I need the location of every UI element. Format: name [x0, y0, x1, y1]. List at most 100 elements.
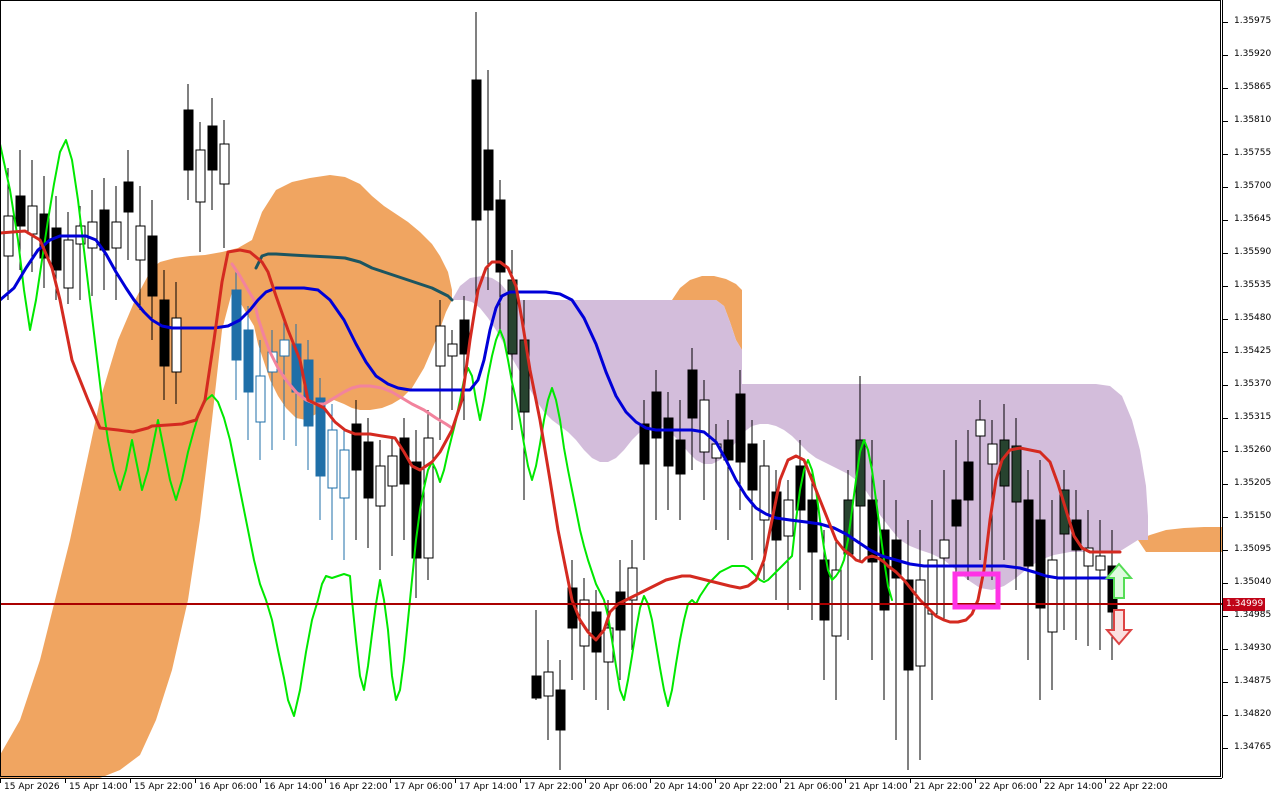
price-axis[interactable]: 1.35975 1.35920 1.35865 1.35810 1.35755 1.357…	[1222, 0, 1280, 778]
time-tick-label: 22 Apr 14:00	[1044, 782, 1103, 792]
price-tick-label: 1.34765	[1234, 742, 1272, 752]
price-tick-label: 1.34820	[1234, 709, 1272, 719]
price-tick-label: 1.35480	[1234, 313, 1272, 323]
time-tick-label: 17 Apr 22:00	[524, 782, 583, 792]
time-tick-label: 17 Apr 06:00	[394, 782, 453, 792]
tenkan-sen-line	[0, 229, 1122, 642]
price-tick-mark	[1222, 88, 1228, 89]
time-tick-mark	[845, 778, 846, 783]
price-tick-mark	[1222, 418, 1228, 419]
buy-arrow[interactable]	[1104, 562, 1134, 599]
time-tick-mark	[0, 778, 1, 783]
time-tick-mark	[520, 778, 521, 783]
price-axis-spine	[1222, 0, 1223, 778]
price-tick-mark	[1222, 121, 1228, 122]
price-tick-label: 1.35535	[1234, 280, 1272, 290]
kijun-sen-line	[0, 234, 1124, 580]
time-tick-mark	[780, 778, 781, 783]
time-tick-mark	[650, 778, 651, 783]
price-tick-mark	[1222, 616, 1228, 617]
price-tick-mark	[1222, 451, 1228, 452]
kumo-cloud-group	[0, 175, 1222, 778]
price-tick-mark	[1222, 583, 1228, 584]
bullish-kumo-right	[1138, 527, 1222, 552]
time-tick-label: 17 Apr 14:00	[459, 782, 518, 792]
time-tick-mark	[195, 778, 196, 783]
time-axis-line	[0, 778, 1222, 779]
price-tick-mark	[1222, 748, 1228, 749]
price-tick-mark	[1222, 682, 1228, 683]
price-tick-mark	[1222, 517, 1228, 518]
time-tick-mark	[130, 778, 131, 783]
current-price-tag: 1.34999	[1223, 598, 1266, 611]
price-tick-label: 1.35150	[1234, 511, 1272, 521]
time-tick-label: 15 Apr 14:00	[69, 782, 128, 792]
chart-plot-area[interactable]	[0, 0, 1222, 778]
time-tick-label: 21 Apr 22:00	[914, 782, 973, 792]
price-tick-mark	[1222, 715, 1228, 716]
price-tick-label: 1.34875	[1234, 676, 1272, 686]
price-tick-label: 1.35975	[1234, 16, 1272, 26]
price-tick-label: 1.35755	[1234, 148, 1272, 158]
time-tick-label: 21 Apr 06:00	[784, 782, 843, 792]
price-tick-mark	[1222, 220, 1228, 221]
time-tick-label: 16 Apr 22:00	[329, 782, 388, 792]
chart-canvas[interactable]	[0, 0, 1222, 778]
magenta-rectangle[interactable]	[952, 571, 1001, 610]
time-tick-mark	[585, 778, 586, 783]
time-tick-mark	[1040, 778, 1041, 783]
bullish-kumo-left	[0, 175, 452, 778]
price-tick-label: 1.34985	[1234, 610, 1272, 620]
time-tick-label: 20 Apr 14:00	[654, 782, 713, 792]
price-tick-mark	[1222, 55, 1228, 56]
price-tick-label: 1.35260	[1234, 445, 1272, 455]
time-tick-label: 16 Apr 14:00	[264, 782, 323, 792]
price-tick-label: 1.35425	[1234, 346, 1272, 356]
price-tick-label: 1.35810	[1234, 115, 1272, 125]
ichimoku-lines	[0, 139, 1124, 717]
senkou-span-a-line	[254, 252, 454, 302]
time-tick-mark	[260, 778, 261, 783]
price-tick-label: 1.35315	[1234, 412, 1272, 422]
price-tick-label: 1.35920	[1234, 49, 1272, 59]
sell-arrow[interactable]	[1104, 609, 1134, 646]
price-tick-mark	[1222, 286, 1228, 287]
time-tick-mark	[975, 778, 976, 783]
time-tick-label: 15 Apr 22:00	[134, 782, 193, 792]
time-tick-label: 22 Apr 22:00	[1109, 782, 1168, 792]
price-tick-mark	[1222, 385, 1228, 386]
price-tick-mark	[1222, 649, 1228, 650]
time-tick-mark	[65, 778, 66, 783]
price-tick-label: 1.35700	[1234, 181, 1272, 191]
senkou-span-b-line	[230, 262, 454, 430]
bullish-kumo-mid	[672, 276, 742, 350]
price-tick-label: 1.35040	[1234, 577, 1272, 587]
time-axis[interactable]: 15 Apr 2026 15 Apr 14:00 15 Apr 22:00 16 Ap…	[0, 778, 1280, 800]
time-tick-mark	[1105, 778, 1106, 783]
time-tick-label: 22 Apr 06:00	[979, 782, 1038, 792]
price-tick-mark	[1222, 319, 1228, 320]
price-tick-label: 1.35645	[1234, 214, 1272, 224]
price-tick-mark	[1222, 22, 1228, 23]
time-tick-label: 15 Apr 2026	[4, 782, 60, 792]
price-tick-mark	[1222, 550, 1228, 551]
time-tick-label: 20 Apr 06:00	[589, 782, 648, 792]
time-tick-mark	[325, 778, 326, 783]
price-tick-label: 1.35205	[1234, 478, 1272, 488]
bearish-kumo	[452, 276, 1148, 590]
price-tick-label: 1.35590	[1234, 247, 1272, 257]
price-tick-label: 1.34930	[1234, 643, 1272, 653]
price-tick-mark	[1222, 187, 1228, 188]
time-tick-mark	[390, 778, 391, 783]
price-tick-label: 1.35865	[1234, 82, 1272, 92]
time-tick-mark	[715, 778, 716, 783]
time-tick-label: 20 Apr 22:00	[719, 782, 778, 792]
price-tick-label: 1.35095	[1234, 544, 1272, 554]
time-tick-mark	[910, 778, 911, 783]
price-tick-mark	[1222, 253, 1228, 254]
price-tick-mark	[1222, 352, 1228, 353]
price-tick-mark	[1222, 484, 1228, 485]
price-tick-mark	[1222, 154, 1228, 155]
time-tick-label: 16 Apr 06:00	[199, 782, 258, 792]
